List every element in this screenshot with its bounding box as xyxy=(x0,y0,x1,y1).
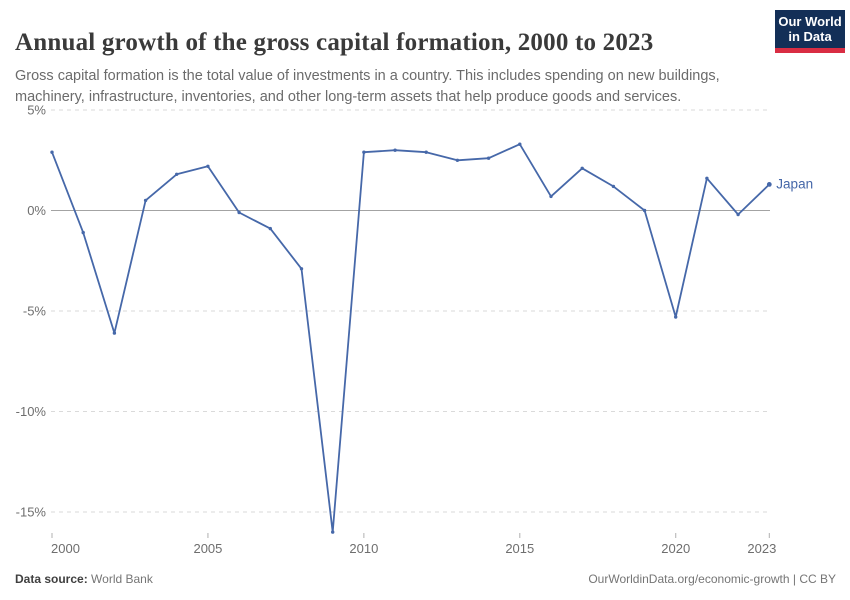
data-point[interactable] xyxy=(268,226,272,231)
data-point[interactable] xyxy=(299,267,304,271)
owid-logo-line1: Our World xyxy=(778,14,842,29)
data-point[interactable] xyxy=(642,208,647,213)
data-point[interactable] xyxy=(237,210,241,215)
data-point[interactable] xyxy=(549,194,553,199)
data-point[interactable] xyxy=(331,530,335,534)
data-point[interactable] xyxy=(455,158,460,162)
owid-logo-line2: in Data xyxy=(788,29,832,44)
data-point[interactable] xyxy=(611,184,616,189)
data-point[interactable] xyxy=(705,176,709,180)
chart-subtitle: Gross capital formation is the total val… xyxy=(15,67,720,105)
x-axis-label: 2000 xyxy=(51,541,80,556)
y-axis-label: 5% xyxy=(27,103,46,118)
data-source-value: World Bank xyxy=(91,572,153,586)
data-point[interactable] xyxy=(362,150,366,154)
data-point[interactable] xyxy=(424,150,428,154)
chart-title: Annual growth of the gross capital forma… xyxy=(15,28,654,56)
data-point[interactable] xyxy=(486,156,491,160)
x-axis-label: 2023 xyxy=(747,541,776,556)
y-axis-label: -15% xyxy=(16,505,47,520)
y-axis-label: -10% xyxy=(16,404,47,419)
data-point[interactable] xyxy=(393,148,397,152)
data-point[interactable] xyxy=(766,182,772,187)
data-point[interactable] xyxy=(580,166,584,170)
data-point[interactable] xyxy=(143,198,148,203)
x-axis-label: 2010 xyxy=(349,541,378,556)
series-label[interactable]: Japan xyxy=(776,176,813,191)
data-source-label: Data source: xyxy=(15,572,88,586)
data-point[interactable] xyxy=(175,172,179,176)
x-axis-label: 2015 xyxy=(505,541,534,556)
data-point[interactable] xyxy=(112,331,117,335)
data-point[interactable] xyxy=(81,230,85,235)
y-axis-label: -5% xyxy=(23,304,47,319)
data-point[interactable] xyxy=(50,150,54,154)
data-source-note: Data source: World Bank xyxy=(15,572,153,586)
data-point[interactable] xyxy=(736,212,740,217)
credit-link[interactable]: OurWorldinData.org/economic-growth | CC … xyxy=(588,572,836,586)
data-point[interactable] xyxy=(206,164,210,168)
data-point[interactable] xyxy=(518,142,522,146)
x-axis-label: 2005 xyxy=(193,541,222,556)
x-axis-label: 2020 xyxy=(661,541,690,556)
y-axis-label: 0% xyxy=(27,203,46,218)
owid-logo[interactable]: Our World in Data xyxy=(775,10,845,53)
data-point[interactable] xyxy=(674,315,678,319)
series-line[interactable] xyxy=(51,143,771,533)
